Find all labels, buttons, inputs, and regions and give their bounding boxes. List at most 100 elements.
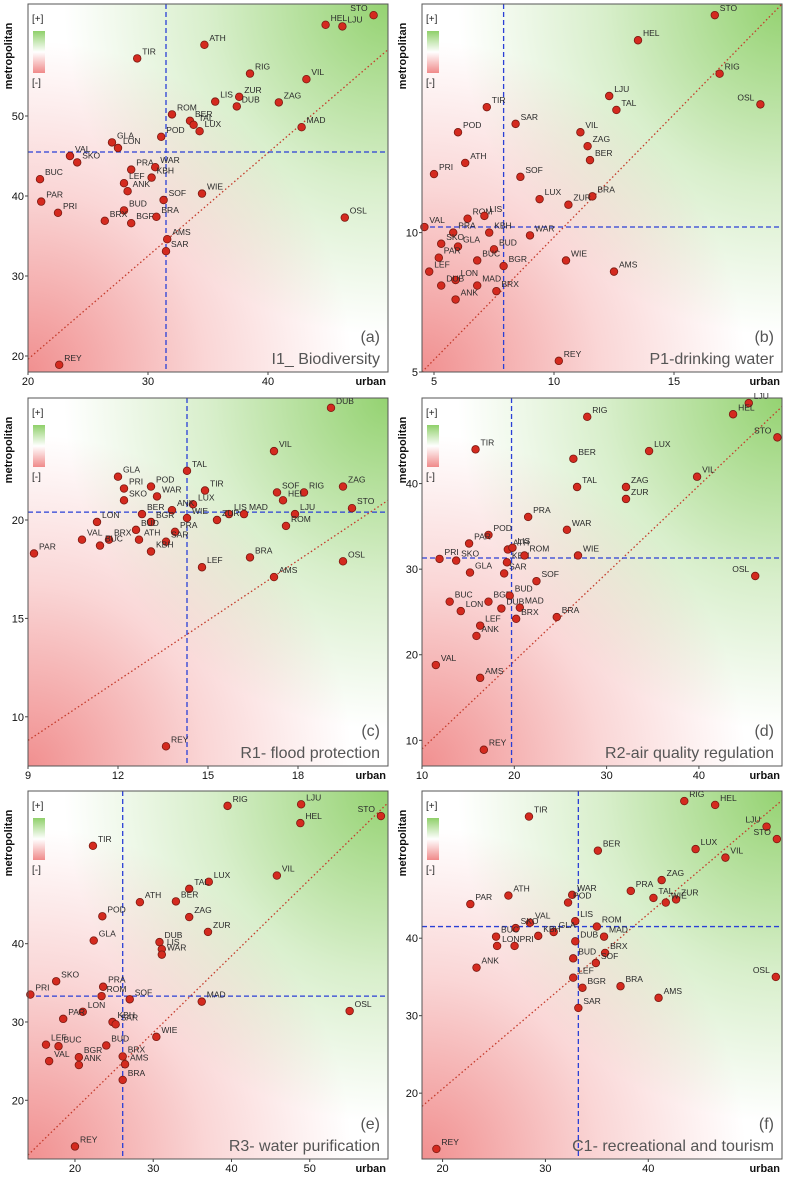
point-label-rey: REY	[441, 1137, 459, 1147]
point-label-lux: LUX	[545, 187, 562, 197]
point-label-pod: POD	[166, 125, 184, 135]
plot-frame	[421, 3, 783, 373]
point-label-zur: ZUR	[631, 487, 648, 497]
point-bud	[102, 1041, 111, 1050]
point-hel	[321, 20, 330, 29]
point-label-ank: ANK	[482, 956, 500, 966]
point-lju	[605, 91, 614, 101]
legend-minus-label: [-]	[32, 865, 41, 876]
point-brx	[511, 614, 521, 623]
point-label-sof: SOF	[169, 188, 186, 198]
legend-gradient	[33, 425, 45, 467]
y-axis-title: metropolitan	[3, 809, 15, 876]
point-rig	[583, 412, 592, 422]
point-bgr	[578, 983, 587, 992]
point-label-pri: PRI	[35, 983, 49, 993]
point-label-vil: VIL	[702, 465, 715, 475]
point-sar	[574, 1003, 583, 1013]
point-label-rig: RIG	[592, 405, 607, 415]
x-tick-label: 20	[69, 1163, 81, 1175]
point-label-ath: ATH	[470, 151, 486, 161]
point-lef	[569, 973, 578, 982]
point-lon	[92, 517, 102, 527]
point-rig	[223, 801, 232, 811]
point-zag	[274, 98, 283, 107]
point-label-rey: REY	[489, 738, 507, 748]
point-bud	[569, 954, 578, 963]
point-label-zur: ZUR	[681, 887, 698, 897]
point-lux	[535, 194, 544, 204]
point-label-pod: POD	[156, 475, 174, 485]
point-pra	[98, 982, 108, 991]
point-label-sko: SKO	[61, 969, 79, 979]
point-gla	[113, 472, 123, 481]
point-sar	[511, 119, 520, 129]
point-label-hel: HEL	[305, 811, 322, 821]
y-tick-label: 10	[406, 735, 418, 747]
legend-plus-label: [+]	[32, 14, 44, 25]
y-tick-label: 10	[12, 712, 24, 724]
point-label-brx: BRX	[501, 279, 519, 289]
point-label-pod: POD	[463, 120, 481, 130]
point-zur	[203, 927, 213, 937]
point-label-zur: ZUR	[222, 508, 239, 518]
point-label-brx: BRX	[128, 1044, 146, 1054]
point-buc	[445, 597, 454, 606]
point-label-sko: SKO	[521, 916, 539, 926]
point-tir	[88, 841, 98, 851]
point-wie	[661, 898, 670, 907]
point-label-bud: BUD	[515, 584, 533, 594]
point-label-dub: DUB	[580, 929, 598, 939]
legend-plus-label: [+]	[426, 14, 438, 25]
diagonal-line	[422, 4, 782, 372]
point-label-osl: OSL	[753, 965, 770, 975]
panel-title: C1- recreational and tourism	[572, 1138, 774, 1155]
point-lon	[78, 1007, 87, 1016]
point-bra	[152, 212, 161, 221]
point-label-sto: STO	[754, 425, 772, 435]
point-mad	[515, 603, 525, 612]
point-label-tal: TAL	[192, 459, 207, 469]
point-bgr	[146, 517, 156, 527]
point-label-rom: ROM	[107, 984, 127, 994]
point-label-kbh: KBH	[156, 539, 173, 549]
point-val	[525, 918, 535, 927]
y-tick-label: 20	[406, 1088, 418, 1100]
point-label-tir: TIR	[492, 95, 506, 105]
point-bgr	[126, 218, 136, 228]
point-label-lis: LIS	[234, 502, 247, 512]
point-label-gla: GLA	[463, 235, 480, 245]
point-label-kbh: KBH	[494, 221, 511, 231]
point-pri	[119, 484, 129, 493]
x-tick-label: 15	[202, 770, 214, 782]
y-tick-label: 50	[12, 111, 24, 123]
plot-frame	[421, 397, 783, 767]
point-label-sar: SAR	[509, 561, 526, 571]
point-label-rom: ROM	[529, 543, 549, 553]
point-label-ams: AMS	[279, 565, 298, 575]
point-label-gla: GLA	[559, 920, 576, 930]
point-ber	[171, 897, 181, 906]
point-label-gla: GLA	[475, 561, 492, 571]
point-label-sko: SKO	[129, 488, 147, 498]
point-sof	[159, 195, 168, 205]
point-label-kbh: KBH	[118, 1010, 135, 1020]
point-osl	[751, 571, 760, 581]
point-label-lju: LJU	[347, 14, 362, 24]
point-ank	[167, 505, 177, 515]
point-label-tir: TIR	[142, 46, 156, 56]
point-label-mad: MAD	[609, 925, 628, 935]
point-label-lju: LJU	[754, 391, 769, 401]
point-label-ber: BER	[195, 109, 212, 119]
point-kbh	[146, 547, 156, 556]
point-label-bgr: BGR	[493, 590, 511, 600]
point-gla	[107, 138, 117, 147]
point-tir	[132, 54, 142, 63]
point-rey	[554, 356, 563, 366]
point-label-bgr: BGR	[509, 254, 527, 264]
point-label-ber: BER	[595, 148, 612, 158]
point-lef	[475, 621, 485, 630]
point-label-sto: STO	[350, 3, 368, 13]
point-war	[157, 950, 167, 959]
